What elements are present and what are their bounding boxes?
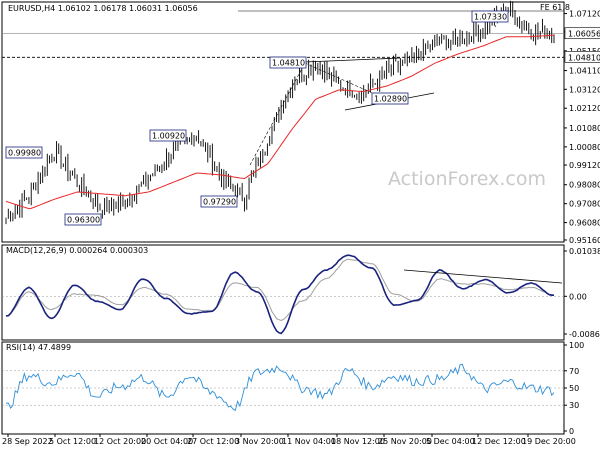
macd-line xyxy=(5,254,554,335)
x-tick-label: 28 Sep 2022 xyxy=(2,437,53,446)
x-tick-label: 12 Oct 20:00 xyxy=(94,437,146,446)
fe-label: FE 61.8 xyxy=(540,3,570,12)
x-tick-label: 5 Dec 04:00 xyxy=(426,437,475,446)
price-tick-label: 1.01080 xyxy=(569,124,600,133)
rsi-tick-label: 70 xyxy=(569,367,579,376)
level-price-tag: 1.04810 xyxy=(568,53,600,62)
x-tick-label: 18 Nov 12:00 xyxy=(331,437,385,446)
trendline-upper xyxy=(304,57,401,63)
macd-trendline xyxy=(403,269,563,284)
rsi-tick-label: 50 xyxy=(569,384,579,393)
trendline-dashed-2 xyxy=(249,62,306,166)
main-header: EURUSD,H4 1.06102 1.06178 1.06031 1.0605… xyxy=(8,4,198,13)
price-tick-label: 0.97080 xyxy=(569,200,600,209)
price-tick-label: 0.96080 xyxy=(569,219,600,228)
current-price-tag-bg xyxy=(564,27,600,40)
annotation-label: 0.97290 xyxy=(203,198,236,207)
macd-frame xyxy=(1,244,565,341)
rsi-pane xyxy=(2,363,564,412)
x-tick-label: 19 Dec 20:00 xyxy=(522,437,576,446)
annotation-box xyxy=(200,195,238,208)
rsi-line xyxy=(5,363,555,412)
annotation-box xyxy=(471,10,509,23)
annotation-box xyxy=(371,92,409,105)
x-tick-label: 27 Oct 12:00 xyxy=(187,437,239,446)
x-tick-label: 11 Nov 04:00 xyxy=(282,437,336,446)
price-tick-label: 1.02120 xyxy=(569,104,600,113)
watermark: ActionForex.com xyxy=(388,168,546,190)
macd-header: MACD(12,26,9) 0.000264 0.000303 xyxy=(6,246,148,255)
ema-line xyxy=(5,34,555,210)
price-tick-label: 1.00080 xyxy=(569,143,600,152)
annotation-label: 1.04810 xyxy=(272,59,305,68)
macd-tick-label: 0.010386 xyxy=(569,247,600,256)
x-tick-label: 3 Nov 20:00 xyxy=(235,437,284,446)
level-price-tag-bg xyxy=(564,51,600,63)
rsi-tick-label: 30 xyxy=(569,401,579,410)
annotation-box xyxy=(64,213,102,226)
x-tick-label: 25 Nov 20:00 xyxy=(378,437,432,446)
price-tick-label: 0.95160 xyxy=(569,236,600,245)
price-tick-label: 0.98080 xyxy=(569,181,600,190)
annotation-label: 1.00920 xyxy=(152,132,185,141)
x-tick-label: 5 Oct 12:00 xyxy=(49,437,96,446)
price-tick-label: 1.07120 xyxy=(569,10,600,19)
annotation-box xyxy=(269,56,307,69)
macd-tick-label: -0.008642 xyxy=(569,330,600,339)
x-tick-label: 12 Dec 12:00 xyxy=(472,437,526,446)
rsi-tick-label: 100 xyxy=(569,341,584,350)
annotation-label: 1.02890 xyxy=(374,95,407,104)
x-tick-label: 20 Oct 04:00 xyxy=(141,437,193,446)
price-tick-label: 0.99120 xyxy=(569,161,600,170)
rsi-header: RSI(14) 47.4899 xyxy=(6,343,71,352)
price-tick-label: 1.04110 xyxy=(569,67,600,76)
rsi-tick-label: 0 xyxy=(569,427,574,436)
main-frame xyxy=(1,1,565,243)
current-price-tag: 1.06056 xyxy=(568,30,600,39)
annotation-label: 0.99980 xyxy=(8,149,41,158)
price-tick-label: 1.03120 xyxy=(569,85,600,94)
annotation-box xyxy=(149,129,187,142)
annotation-label: 1.07330 xyxy=(474,13,507,22)
macd-signal-line xyxy=(5,258,555,322)
annotation-box xyxy=(5,146,43,159)
macd-pane xyxy=(2,254,564,335)
macd-tick-label: 0.00 xyxy=(569,292,587,301)
annotation-label: 0.96300 xyxy=(67,216,100,225)
price-pane: 0.99980 0.96300 1.00920 0.97290 1.04810 1.028… xyxy=(2,0,564,226)
